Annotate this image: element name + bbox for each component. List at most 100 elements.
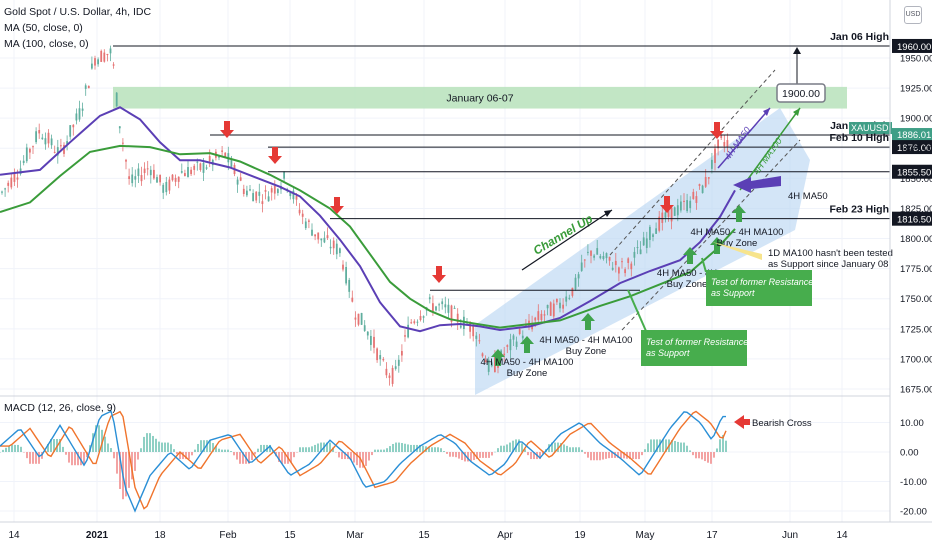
series-line-ma50 bbox=[0, 106, 736, 333]
macd-histogram-bar bbox=[257, 448, 259, 452]
candle-body bbox=[326, 235, 329, 239]
macd-histogram-bar bbox=[431, 447, 433, 452]
candle-body bbox=[109, 48, 112, 54]
macd-histogram-bar bbox=[116, 452, 118, 474]
macd-histogram-bar bbox=[497, 448, 499, 452]
level-label: Jan 06 High bbox=[830, 31, 889, 43]
macd-histogram-bar bbox=[464, 452, 466, 462]
macd-legend[interactable]: MACD (12, 26, close, 9) bbox=[4, 402, 117, 414]
candle-body bbox=[518, 329, 521, 335]
green-up-arrow bbox=[683, 247, 697, 264]
macd-histogram-bar bbox=[107, 443, 109, 452]
macd-histogram-bar bbox=[119, 452, 121, 489]
candle-body bbox=[583, 259, 586, 261]
ma50-projection bbox=[717, 107, 771, 169]
buy-zone-label-2: Buy Zone bbox=[667, 279, 708, 290]
candle-body bbox=[391, 367, 394, 384]
candle-body bbox=[543, 314, 546, 316]
price-tag bbox=[892, 140, 932, 155]
candle-body bbox=[277, 189, 279, 193]
candle-body bbox=[652, 234, 654, 237]
macd-histogram-bar bbox=[440, 448, 442, 452]
candle-body bbox=[723, 142, 726, 147]
candle-body bbox=[162, 184, 165, 193]
macd-histogram-bar bbox=[197, 443, 199, 452]
macd-line bbox=[0, 410, 726, 513]
macd-histogram-bar bbox=[158, 441, 160, 452]
macd-histogram-bar bbox=[656, 439, 658, 452]
macd-histogram-bar bbox=[557, 442, 559, 452]
channel-dashed-upper bbox=[609, 69, 776, 256]
candle-body bbox=[289, 192, 292, 197]
macd-histogram-bar bbox=[602, 452, 604, 460]
macd-histogram-bar bbox=[638, 452, 640, 460]
macd-histogram-bar bbox=[206, 440, 208, 452]
x-tick-label: 2021 bbox=[86, 530, 109, 541]
candle-body bbox=[649, 226, 651, 240]
buy-zone-label: 4H MA50 - 4H MA100 bbox=[481, 357, 574, 368]
candle-body bbox=[450, 305, 453, 322]
ma100-projection-head bbox=[793, 108, 800, 116]
macd-histogram-bar bbox=[509, 442, 511, 452]
macd-histogram-bar bbox=[269, 444, 271, 452]
candle-body bbox=[717, 139, 719, 149]
red-down-arrow bbox=[710, 122, 724, 139]
ma100-legend[interactable]: MA (100, close, 0) bbox=[4, 38, 89, 50]
macd-histogram-bar bbox=[17, 444, 19, 452]
candle-body bbox=[676, 205, 679, 216]
macd-histogram-bar bbox=[647, 443, 649, 452]
macd-histogram-bar bbox=[698, 452, 700, 459]
buy-zone-label-2: Buy Zone bbox=[507, 368, 548, 379]
candle-body bbox=[246, 190, 248, 196]
macd-histogram-bar bbox=[410, 444, 412, 452]
macd-histogram-bar bbox=[671, 440, 673, 452]
macd-histogram-bar bbox=[263, 444, 265, 452]
macd-histogram-bar bbox=[521, 443, 523, 452]
candle-body bbox=[484, 360, 487, 363]
y-tick-label: 1900.00 bbox=[900, 114, 932, 125]
macd-histogram-bar bbox=[284, 452, 286, 464]
macd-histogram-bar bbox=[191, 452, 193, 456]
test-box-pointer bbox=[627, 289, 647, 332]
candle-body bbox=[447, 304, 450, 313]
macd-histogram-bar bbox=[80, 452, 82, 466]
candle-body bbox=[357, 313, 360, 325]
ma50-side-label: 4H MA50 bbox=[788, 191, 828, 202]
candle-body bbox=[571, 287, 574, 296]
ma50-legend[interactable]: MA (50, close, 0) bbox=[4, 22, 83, 34]
candle-body bbox=[4, 188, 6, 190]
candle-body bbox=[298, 209, 301, 214]
currency-button[interactable]: USD bbox=[904, 6, 922, 24]
price-tag-label: 1855.50 bbox=[897, 168, 931, 179]
candle-body bbox=[199, 163, 202, 170]
candle-body bbox=[540, 313, 543, 321]
candle-body bbox=[258, 191, 261, 196]
macd-histogram-bar bbox=[104, 436, 106, 452]
candle-body bbox=[633, 251, 636, 258]
bearish-cross-label: Bearish Cross bbox=[752, 418, 812, 429]
y-tick-label: 1925.00 bbox=[900, 84, 932, 95]
macd-histogram-bar bbox=[317, 443, 319, 452]
candle-body bbox=[91, 63, 93, 69]
macd-histogram-bar bbox=[281, 452, 283, 464]
candle-body bbox=[10, 177, 13, 188]
candle-body bbox=[515, 341, 518, 347]
candle-body bbox=[339, 248, 341, 254]
candle-body bbox=[264, 190, 267, 192]
ma50-projection-head bbox=[763, 108, 770, 116]
candle-body bbox=[605, 253, 608, 259]
macd-histogram-bar bbox=[350, 452, 352, 460]
macd-histogram-bar bbox=[125, 452, 127, 497]
candle-body bbox=[562, 304, 564, 309]
test-box-pointer bbox=[701, 257, 707, 273]
macd-histogram-bar bbox=[5, 447, 7, 452]
x-tick-label: Mar bbox=[346, 530, 364, 541]
macd-histogram-bar bbox=[146, 433, 148, 452]
macd-histogram-bar bbox=[326, 442, 328, 452]
x-tick-label: Feb bbox=[219, 530, 237, 541]
macd-histogram-bar bbox=[173, 449, 175, 452]
macd-histogram-bar bbox=[725, 440, 727, 452]
macd-histogram-bar bbox=[371, 452, 373, 456]
